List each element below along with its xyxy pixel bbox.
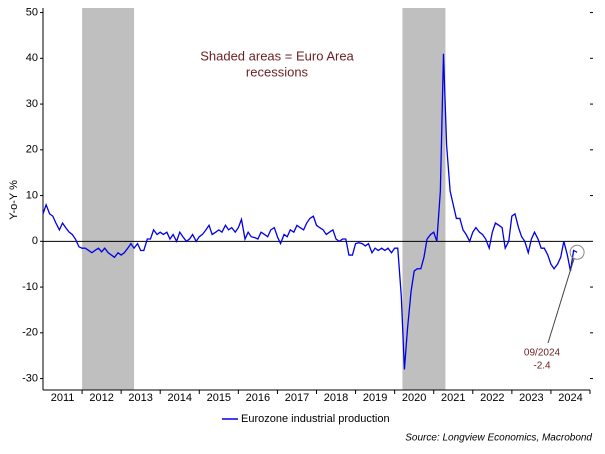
x-tick-label: 2012 bbox=[89, 392, 113, 404]
y-tick-label: 10 bbox=[26, 189, 38, 201]
x-tick-label: 2017 bbox=[285, 392, 309, 404]
x-tick-label: 2014 bbox=[168, 392, 192, 404]
x-tick-label: 2018 bbox=[324, 392, 348, 404]
x-tick-label: 2015 bbox=[207, 392, 231, 404]
x-tick-label: 2024 bbox=[558, 392, 582, 404]
recession-shade bbox=[82, 8, 135, 390]
y-tick-label: -10 bbox=[22, 281, 38, 293]
x-tick-label: 2011 bbox=[51, 392, 75, 404]
series-line bbox=[42, 53, 578, 370]
note: Shaded areas = Euro Area bbox=[200, 48, 354, 63]
y-tick-label: -30 bbox=[22, 372, 38, 384]
recession-shade bbox=[402, 8, 446, 390]
annotation-circle bbox=[569, 244, 585, 260]
y-tick-label: 50 bbox=[26, 6, 38, 18]
x-tick-label: 2016 bbox=[246, 392, 270, 404]
x-tick-label: 2020 bbox=[402, 392, 426, 404]
x-tick-label: 2022 bbox=[480, 392, 504, 404]
y-tick-label: 30 bbox=[26, 98, 38, 110]
source: Source: Longview Economics, Macrobond bbox=[405, 433, 592, 444]
legend-label: Eurozone industrial production bbox=[241, 413, 390, 425]
y-tick-label: 20 bbox=[26, 144, 38, 156]
y-tick-label: 0 bbox=[32, 235, 38, 247]
x-tick-label: 2023 bbox=[519, 392, 543, 404]
x-tick-label: 2021 bbox=[441, 392, 465, 404]
x-tick-label: 2019 bbox=[363, 392, 387, 404]
annotation-date: 09/2024 bbox=[524, 348, 561, 359]
y-tick-label: -20 bbox=[22, 327, 38, 339]
note: recessions bbox=[246, 64, 309, 79]
annotation-leader bbox=[547, 258, 575, 344]
y-tick-label: 40 bbox=[26, 52, 38, 64]
y-axis-label: Y-o-Y % bbox=[8, 180, 20, 220]
x-tick-label: 2013 bbox=[128, 392, 152, 404]
annotation-value: -2.4 bbox=[533, 361, 551, 372]
